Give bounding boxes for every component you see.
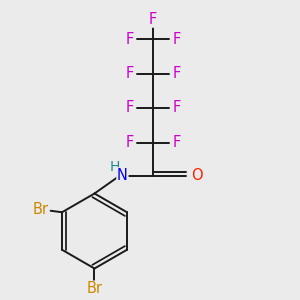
Text: O: O [191,168,202,183]
Text: Br: Br [86,281,103,296]
Text: F: F [125,32,134,46]
Text: Br: Br [32,202,48,217]
Text: F: F [125,66,134,81]
Text: F: F [125,100,134,116]
Text: F: F [172,135,181,150]
Text: H: H [110,160,120,174]
Text: N: N [117,168,128,183]
Text: F: F [172,32,181,46]
Text: F: F [149,12,157,27]
Text: F: F [172,66,181,81]
Text: F: F [125,135,134,150]
Text: F: F [172,100,181,116]
